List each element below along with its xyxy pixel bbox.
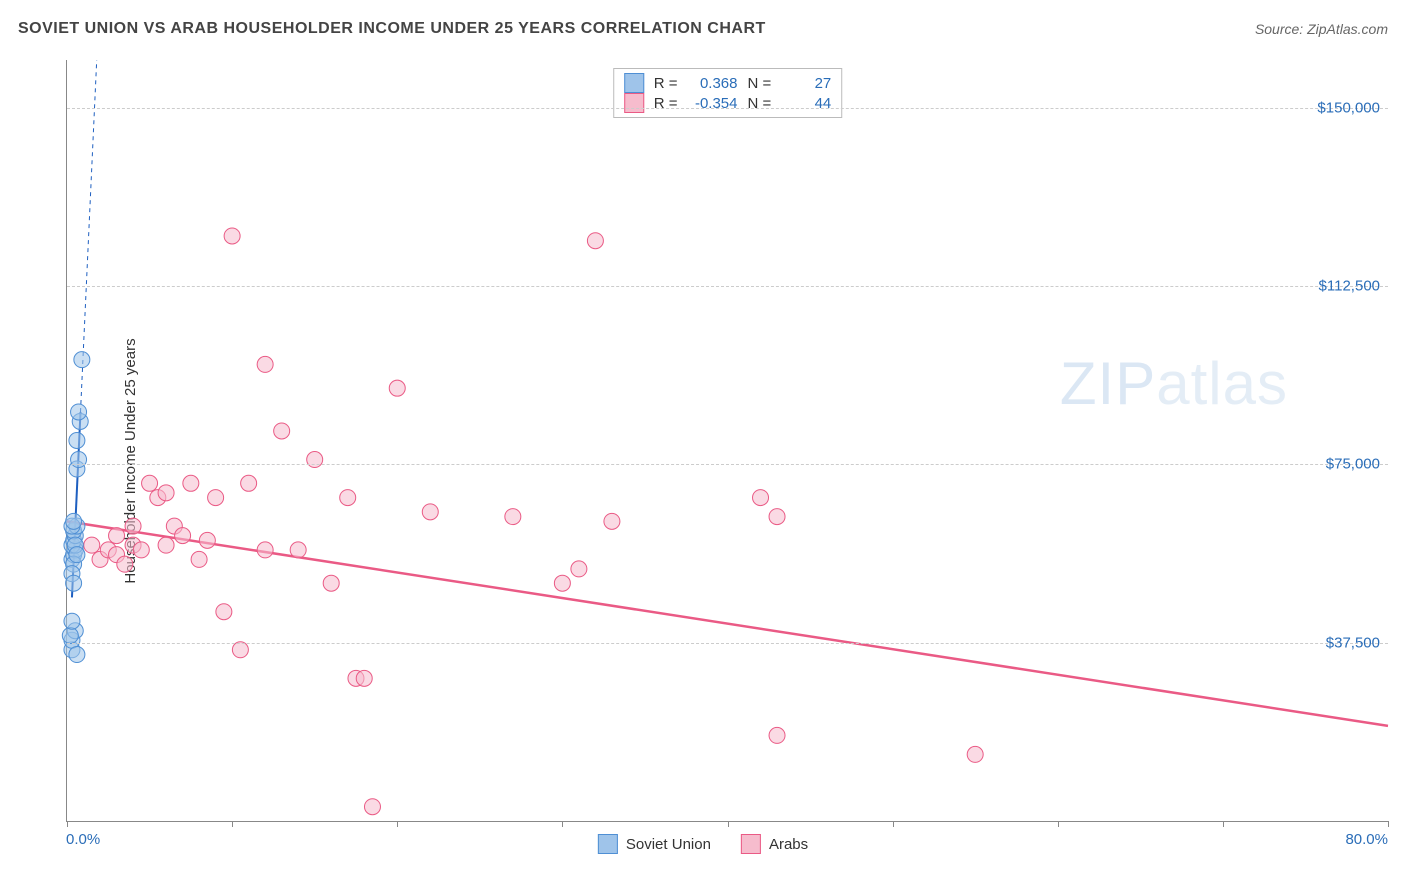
arabs-point bbox=[84, 537, 100, 553]
soviet-point bbox=[71, 404, 87, 420]
stats-row: R = 0.368 N = 27 bbox=[624, 73, 832, 93]
gridline bbox=[67, 464, 1388, 465]
x-axis-max-label: 80.0% bbox=[1345, 831, 1388, 848]
soviet-point bbox=[64, 613, 80, 629]
arabs-point bbox=[967, 746, 983, 762]
legend-item: Arabs bbox=[741, 834, 808, 854]
arabs-point bbox=[389, 380, 405, 396]
arabs-point bbox=[571, 561, 587, 577]
chart-title: SOVIET UNION VS ARAB HOUSEHOLDER INCOME … bbox=[18, 20, 766, 38]
gridline bbox=[67, 643, 1388, 644]
arabs-point bbox=[125, 518, 141, 534]
arabs-point bbox=[554, 575, 570, 591]
legend-label: Arabs bbox=[769, 836, 808, 853]
x-tick bbox=[562, 821, 563, 827]
y-tick-label: $37,500 bbox=[1326, 634, 1380, 651]
x-tick bbox=[1388, 821, 1389, 827]
arabs-point bbox=[422, 504, 438, 520]
arabs-point bbox=[175, 528, 191, 544]
stats-r-label: R = bbox=[654, 75, 678, 92]
arabs-point bbox=[232, 642, 248, 658]
y-tick-label: $150,000 bbox=[1317, 99, 1380, 116]
x-tick bbox=[1058, 821, 1059, 827]
x-tick bbox=[232, 821, 233, 827]
arabs-point bbox=[109, 528, 125, 544]
arabs-point bbox=[224, 228, 240, 244]
x-tick bbox=[397, 821, 398, 827]
arabs-point bbox=[587, 233, 603, 249]
arabs-point bbox=[158, 537, 174, 553]
plot-svg bbox=[67, 60, 1388, 821]
arabs-point bbox=[356, 670, 372, 686]
arabs-point bbox=[290, 542, 306, 558]
chart-header: SOVIET UNION VS ARAB HOUSEHOLDER INCOME … bbox=[18, 20, 1388, 38]
arabs-point bbox=[340, 490, 356, 506]
stats-n-label: N = bbox=[748, 75, 772, 92]
y-tick-label: $112,500 bbox=[1319, 277, 1380, 294]
arabs-point bbox=[505, 509, 521, 525]
stats-r-value: 0.368 bbox=[688, 75, 738, 92]
x-tick bbox=[1223, 821, 1224, 827]
chart-container: Householder Income Under 25 years ZIPatl… bbox=[18, 50, 1388, 872]
x-tick bbox=[893, 821, 894, 827]
soviet-point bbox=[74, 352, 90, 368]
x-axis-min-label: 0.0% bbox=[66, 831, 100, 848]
correlation-stats-box: R = 0.368 N = 27 R = -0.354 N = 44 bbox=[613, 68, 843, 118]
soviet-point bbox=[69, 547, 85, 563]
x-tick bbox=[728, 821, 729, 827]
y-tick-label: $75,000 bbox=[1326, 456, 1380, 473]
arabs-point bbox=[323, 575, 339, 591]
plot-area: ZIPatlas R =0.368N =27R =-0.354N =44 $37… bbox=[66, 60, 1388, 822]
soviet-point bbox=[69, 647, 85, 663]
arabs-point bbox=[133, 542, 149, 558]
soviet-point bbox=[62, 628, 78, 644]
stats-swatch bbox=[624, 73, 644, 93]
soviet-point bbox=[66, 513, 82, 529]
legend-item: Soviet Union bbox=[598, 834, 711, 854]
soviet-point bbox=[69, 433, 85, 449]
arabs-point bbox=[364, 799, 380, 815]
stats-r-label: R = bbox=[654, 95, 678, 112]
arabs-point bbox=[769, 509, 785, 525]
legend-swatch bbox=[598, 834, 618, 854]
arabs-point bbox=[274, 423, 290, 439]
arabs-point bbox=[769, 727, 785, 743]
arabs-point bbox=[216, 604, 232, 620]
stats-r-value: -0.354 bbox=[688, 95, 738, 112]
arabs-point bbox=[604, 513, 620, 529]
soviet-point bbox=[66, 575, 82, 591]
stats-row: R = -0.354 N = 44 bbox=[624, 93, 832, 113]
stats-n-value: 44 bbox=[781, 95, 831, 112]
chart-source: Source: ZipAtlas.com bbox=[1255, 21, 1388, 37]
arabs-point bbox=[191, 551, 207, 567]
gridline bbox=[67, 286, 1388, 287]
stats-n-label: N = bbox=[748, 95, 772, 112]
stats-n-value: 27 bbox=[781, 75, 831, 92]
legend-swatch bbox=[741, 834, 761, 854]
arabs-point bbox=[183, 475, 199, 491]
arabs-point bbox=[753, 490, 769, 506]
arabs-point bbox=[117, 556, 133, 572]
legend-label: Soviet Union bbox=[626, 836, 711, 853]
arabs-point bbox=[257, 542, 273, 558]
arabs-point bbox=[208, 490, 224, 506]
arabs-point bbox=[241, 475, 257, 491]
arabs-point bbox=[142, 475, 158, 491]
series-legend: Soviet Union Arabs bbox=[598, 834, 808, 854]
x-tick bbox=[67, 821, 68, 827]
stats-swatch bbox=[624, 93, 644, 113]
arabs-point bbox=[199, 532, 215, 548]
arabs-point bbox=[158, 485, 174, 501]
arabs-point bbox=[257, 356, 273, 372]
gridline bbox=[67, 108, 1388, 109]
